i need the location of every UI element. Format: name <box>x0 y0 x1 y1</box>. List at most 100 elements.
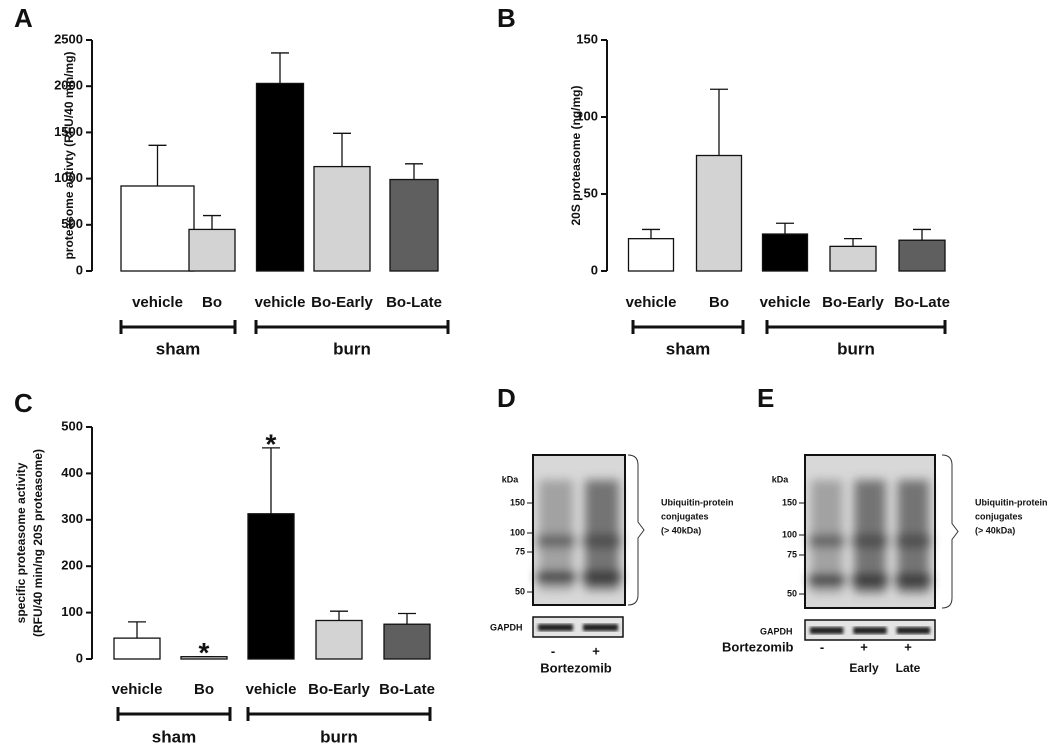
y-tick-label: 0 <box>76 650 83 665</box>
x-tick-label: vehicle <box>132 294 183 311</box>
bar <box>761 233 809 272</box>
blot-frame <box>804 454 936 609</box>
error-bar <box>398 612 416 625</box>
y-tick-label: 2500 <box>54 31 83 46</box>
bracket-label: Ubiquitin-protein <box>975 497 1047 507</box>
loading-band <box>538 624 573 631</box>
bar <box>695 154 743 272</box>
y-tick-label: 0 <box>76 262 83 277</box>
loading-band <box>896 627 930 634</box>
error-bar <box>710 88 728 156</box>
error-bar <box>148 144 167 186</box>
unit-label: kDa <box>772 474 790 484</box>
group-bracket <box>631 320 745 334</box>
bracket <box>941 454 959 609</box>
lane-band <box>537 535 575 547</box>
bar <box>113 637 161 660</box>
marker-label: 100 <box>510 527 525 537</box>
marker-label: 50 <box>787 588 797 598</box>
lane-band <box>852 535 888 547</box>
x-tick-label: Bo <box>709 294 729 311</box>
lane-sign: + <box>904 639 912 654</box>
bar <box>120 185 195 272</box>
error-bar <box>776 222 794 235</box>
loading-background <box>532 616 624 638</box>
error-bar <box>405 163 423 180</box>
y-axis-label: 20S proteasome (ng/mg) <box>569 85 583 225</box>
y-tick-label: 200 <box>61 558 83 573</box>
bar <box>255 82 305 272</box>
x-tick-label: vehicle <box>626 294 677 311</box>
bar <box>898 239 946 272</box>
panel-label: A <box>14 3 33 33</box>
lane-band <box>537 572 575 582</box>
panel-label: B <box>497 3 516 33</box>
bar <box>180 656 228 660</box>
y-tick-label: 2000 <box>54 78 83 93</box>
bracket-label: (> 40kDa) <box>661 525 701 535</box>
lane-sign: + <box>592 643 600 658</box>
lane-band <box>895 575 931 585</box>
lane-band <box>583 535 621 547</box>
panel-label: E <box>757 383 774 413</box>
annotation: * <box>199 637 210 668</box>
lane-band <box>852 575 888 585</box>
x-tick-label: Bo-Late <box>386 294 442 311</box>
y-tick-label: 100 <box>576 108 598 123</box>
loading-label: GAPDH <box>760 626 793 636</box>
x-tick-label: Bo <box>202 294 222 311</box>
y-tick-label: 500 <box>61 418 83 433</box>
y-axis-label: proteasome activty (RFU/40 min/mg) <box>62 51 76 259</box>
error-bar <box>262 447 280 514</box>
lane-band <box>809 535 845 547</box>
lane-band <box>895 535 931 547</box>
x-tick-label: Bo-Early <box>311 294 373 311</box>
x-tick-label: Bo-Early <box>308 681 370 698</box>
bracket-label: Ubiquitin-protein <box>661 497 733 507</box>
marker-label: 150 <box>510 497 525 507</box>
error-bar <box>128 621 146 639</box>
lane-sign: - <box>551 643 555 658</box>
marker-label: 50 <box>515 586 525 596</box>
error-bar <box>271 52 289 84</box>
bracket-label: conjugates <box>661 511 709 521</box>
error-bar <box>913 228 931 241</box>
panel-label: D <box>497 383 516 413</box>
marker-label: 75 <box>515 546 525 556</box>
bar <box>188 228 236 272</box>
y-tick-label: 50 <box>584 185 598 200</box>
bar <box>383 623 431 660</box>
bar <box>627 238 675 272</box>
group-label: burn <box>333 339 371 358</box>
lane-label: Late <box>896 661 921 675</box>
x-tick-label: vehicle <box>112 681 163 698</box>
group-bracket <box>246 707 432 721</box>
group-label: burn <box>320 727 358 744</box>
blot-smear <box>537 480 621 590</box>
x-tick-label: Bo <box>194 681 214 698</box>
error-bar <box>330 610 348 621</box>
bracket <box>627 454 645 606</box>
error-bar <box>203 214 221 230</box>
x-tick-label: vehicle <box>255 294 306 311</box>
y-tick-label: 500 <box>61 216 83 231</box>
marker-label: 150 <box>782 497 797 507</box>
treatment-label: Bortezomib <box>540 660 612 675</box>
y-tick-label: 0 <box>591 262 598 277</box>
annotation: * <box>266 428 277 459</box>
marker-label: 75 <box>787 549 797 559</box>
lane-label: Early <box>849 661 879 675</box>
error-bar <box>333 132 351 167</box>
group-bracket <box>765 320 947 334</box>
loading-label: GAPDH <box>490 622 523 632</box>
group-label: burn <box>837 339 875 358</box>
group-bracket <box>119 320 237 334</box>
error-bar <box>642 228 660 239</box>
bar <box>389 178 439 272</box>
panel-label: C <box>14 388 33 418</box>
group-bracket <box>254 320 450 334</box>
bracket-label: (> 40kDa) <box>975 525 1015 535</box>
y-tick-label: 100 <box>61 604 83 619</box>
group-label: sham <box>152 727 196 744</box>
